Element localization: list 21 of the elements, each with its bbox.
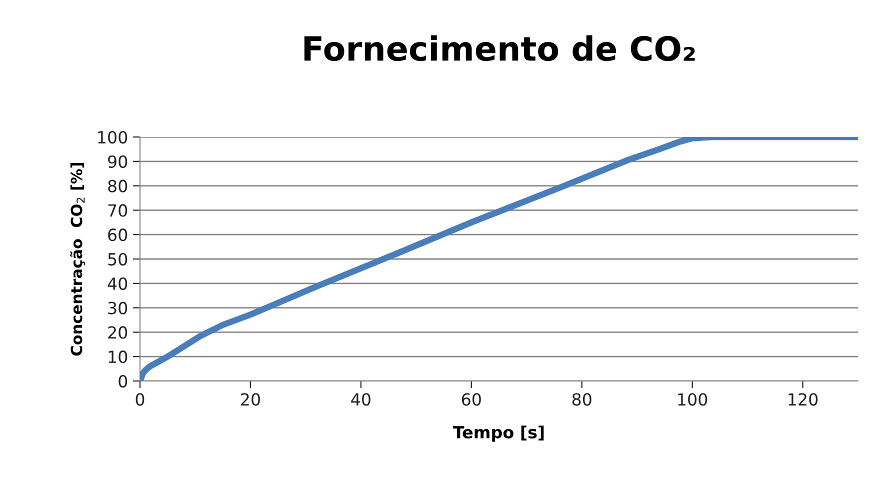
chart-title: Fornecimento de CO₂ [304,35,695,62]
y-tick-label: 20 [108,326,128,339]
x-tick-label: 20 [241,393,260,406]
x-axis-title: Tempo [s] [452,426,544,442]
y-tick-label: 50 [108,252,128,266]
y-tick-label: 70 [108,204,128,217]
x-tick-label: 100 [678,393,708,406]
y-axis-title: Concentração CO$_{2}$ [%] [70,163,86,356]
y-tick-label: 40 [108,277,128,290]
y-tick-label: 0 [118,374,128,388]
y-tick-label: 60 [108,228,128,242]
y-tick-label: 100 [98,130,128,144]
y-tick-label: 30 [108,302,128,314]
x-tick-label: 120 [788,393,818,406]
y-tick-label: 10 [108,350,128,364]
x-tick-label: 40 [351,393,370,406]
x-tick-label: 60 [462,393,481,406]
y-tick-label: 90 [108,155,128,168]
x-tick-label: 0 [136,393,144,406]
y-tick-label: 80 [108,180,128,192]
x-tick-label: 80 [572,393,592,406]
